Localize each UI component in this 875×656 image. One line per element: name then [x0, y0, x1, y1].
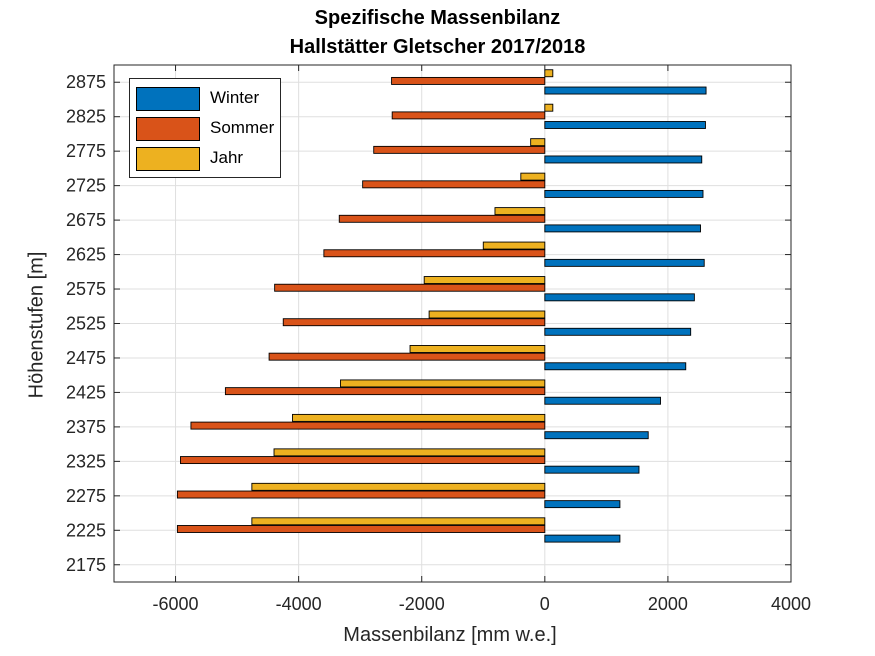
bar-winter [544, 293, 695, 302]
y-tick-label: 2525 [66, 314, 106, 334]
legend-swatch-jahr [136, 147, 200, 171]
bar-jahr [251, 482, 546, 491]
y-tick-label: 2625 [66, 245, 106, 265]
x-axis-label: Massenbilanz [mm w.e.] [343, 624, 557, 646]
legend: Winter Sommer Jahr [129, 78, 281, 178]
bar-winter [544, 396, 661, 405]
bar-jahr [544, 103, 554, 112]
bar-jahr [273, 448, 546, 457]
y-tick-label: 2575 [66, 279, 106, 299]
bar-winter [544, 431, 649, 440]
y-tick-label: 2725 [66, 176, 106, 196]
bar-winter [544, 189, 704, 198]
y-tick-label: 2325 [66, 451, 106, 471]
y-tick-label: 2225 [66, 520, 106, 540]
bar-sommer [176, 490, 546, 499]
bar-sommer [391, 76, 546, 85]
y-axis-label: Höhenstufen [m] [25, 251, 48, 399]
legend-swatch-winter [136, 87, 200, 111]
bar-jahr [340, 379, 546, 388]
y-tick-label: 2275 [66, 486, 106, 506]
legend-label-sommer: Sommer [210, 118, 275, 137]
chart-subtitle: Hallstätter Gletscher 2017/2018 [289, 36, 586, 58]
bar-winter [544, 258, 705, 267]
legend-label-winter: Winter [210, 88, 260, 107]
bar-jahr [520, 172, 546, 181]
bar-jahr [292, 413, 546, 422]
y-tick-label: 2775 [66, 141, 106, 161]
bar-winter [544, 155, 703, 164]
bar-jahr [544, 69, 554, 78]
bar-jahr [428, 310, 546, 319]
bar-jahr [423, 276, 546, 284]
x-tick-label: -2000 [399, 594, 445, 614]
y-tick-label: 2875 [66, 72, 106, 92]
bar-sommer [190, 421, 546, 430]
x-tick-label: 0 [540, 594, 550, 614]
bar-sommer [282, 318, 546, 327]
y-tick-label: 2675 [66, 210, 106, 230]
legend-swatch-sommer [136, 117, 200, 141]
bar-sommer [373, 145, 546, 154]
bar-winter [544, 362, 687, 371]
bar-sommer [268, 352, 546, 361]
y-tick-label: 2175 [66, 555, 106, 575]
y-tick-label: 2375 [66, 417, 106, 437]
x-tick-label: 4000 [771, 594, 811, 614]
bar-winter [544, 327, 692, 336]
bar-winter [544, 465, 640, 474]
y-tick-label: 2425 [66, 382, 106, 402]
x-tick-label: -6000 [153, 594, 199, 614]
legend-label-jahr: Jahr [210, 148, 244, 167]
bar-jahr [251, 517, 546, 526]
bar-jahr [494, 207, 546, 216]
x-tick-label: 2000 [648, 594, 688, 614]
bar-sommer [176, 525, 546, 533]
y-tick-label: 2475 [66, 348, 106, 368]
bar-winter [544, 121, 706, 129]
bar-jahr [409, 345, 546, 353]
bar-sommer [391, 111, 546, 120]
x-tick-label: -4000 [276, 594, 322, 614]
bar-jahr [482, 241, 546, 250]
bar-winter [544, 500, 621, 509]
bar-sommer [362, 180, 546, 189]
y-tick-label: 2825 [66, 107, 106, 127]
bar-winter [544, 224, 701, 233]
bar-sommer [180, 456, 546, 465]
bar-jahr [530, 138, 546, 147]
bar-winter [544, 86, 707, 95]
bar-sommer [224, 387, 546, 396]
bar-winter [544, 534, 621, 543]
bar-sommer [274, 283, 546, 292]
chart-title: Spezifische Massenbilanz [314, 7, 561, 29]
bar-sommer [338, 214, 546, 223]
bar-sommer [323, 249, 546, 258]
